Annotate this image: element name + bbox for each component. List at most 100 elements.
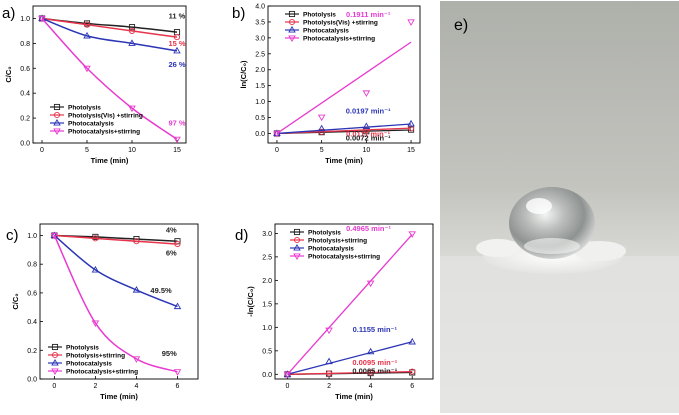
legend-label: Photolysis+stirring — [66, 352, 125, 359]
legend-label: Photolysis — [308, 229, 341, 236]
fit-line — [286, 233, 413, 375]
series-line — [53, 235, 178, 373]
y-tick-label: 1.0 — [20, 16, 30, 23]
y-tick-label: 0.8 — [27, 262, 37, 269]
series-line — [54, 234, 178, 245]
y-tick-label: 1.0 — [262, 325, 272, 332]
fit-line — [276, 123, 412, 135]
powder-pile-right — [574, 241, 626, 261]
data-point — [128, 24, 136, 31]
data-point — [83, 21, 91, 28]
panel-letter: b) — [232, 5, 245, 22]
x-tick-label: 10 — [362, 147, 370, 154]
annotation: 97 % — [168, 119, 185, 128]
y-tick-label: 4.0 — [255, 4, 265, 11]
legend-label: Photolysis(Vis) +stirring — [303, 19, 378, 26]
y-tick-label: 0.4 — [27, 319, 37, 326]
panel-d: d) 0 2 4 6 0.0 0.5 1.0 1.5 2.0 2.5 3.0 Time (min) -ln… — [235, 223, 434, 401]
y-tick-label: 1.0 — [255, 99, 265, 106]
x-tick-label: 4 — [134, 383, 138, 390]
data-point — [317, 114, 326, 122]
data-point — [366, 347, 375, 355]
series-line — [41, 17, 178, 52]
series-3 — [273, 19, 415, 138]
series-1 — [38, 15, 181, 41]
y-tick-label: 0.5 — [255, 115, 265, 122]
series-line — [41, 17, 178, 140]
y-tick-label: 0.0 — [27, 377, 37, 384]
x-tick-label: 0 — [40, 147, 44, 154]
y-axis-label: ln(C/C₀) — [239, 60, 248, 88]
data-point — [92, 235, 99, 242]
legend-marker — [293, 228, 301, 236]
data-point — [362, 90, 371, 97]
plot-frame — [32, 5, 187, 144]
data-point — [409, 368, 416, 375]
y-tick-label: 0.2 — [27, 348, 37, 355]
legend-marker — [288, 35, 296, 43]
legend-label: Photocatalysis — [308, 245, 354, 252]
annotation: 95% — [162, 349, 177, 358]
y-tick-label: 0.6 — [27, 290, 37, 297]
annotation: 11 % — [169, 11, 186, 20]
plot-frame — [267, 5, 421, 144]
panel-letter: c) — [6, 227, 19, 244]
data-point — [326, 370, 333, 377]
y-tick-label: 0.2 — [20, 116, 30, 123]
annotation: 0.0065 min⁻¹ — [352, 366, 397, 375]
annotation: 0.1911 min⁻¹ — [346, 10, 391, 19]
y-tick-label: 0.0 — [255, 131, 265, 138]
series-1 — [284, 368, 416, 378]
annotation: 0.4965 min⁻¹ — [346, 224, 391, 233]
legend-marker — [293, 243, 301, 251]
droplet-photo: e) — [440, 1, 679, 413]
panel-letter: d) — [235, 227, 248, 244]
annotation: 0.0095 min⁻¹ — [352, 358, 397, 367]
data-point — [362, 122, 371, 129]
y-tick-label: 3.5 — [255, 19, 265, 26]
data-point — [133, 238, 140, 245]
data-point — [128, 27, 136, 34]
data-point — [174, 241, 181, 248]
data-point — [173, 34, 181, 41]
annotation: 15 % — [168, 39, 185, 48]
annotation: 26 % — [168, 60, 185, 69]
y-tick-label: 2.5 — [255, 51, 265, 58]
x-tick-label: 4 — [369, 383, 373, 390]
x-tick-label: 10 — [128, 147, 136, 154]
series-3 — [283, 231, 416, 379]
legend-label: Photolysis+stirring — [308, 237, 367, 244]
series-line — [41, 17, 178, 38]
data-point — [407, 19, 415, 26]
legend-label: Photocatalysis+stirring — [66, 368, 138, 375]
photo-surface — [440, 256, 679, 413]
series-line — [53, 234, 178, 308]
legend-marker — [53, 118, 61, 126]
plot-frame — [274, 223, 434, 380]
data-point — [38, 15, 46, 23]
legend-label: Photocatalysis — [303, 27, 349, 34]
data-point — [173, 136, 181, 144]
panel-c: c) 0 2 4 6 0.0 0.2 0.4 0.6 0.8 1.0 Time (min) C/C₀ Ph… — [6, 223, 199, 401]
legend-marker — [293, 253, 301, 261]
y-axis-label: -ln(C/C₀) — [246, 286, 255, 317]
data-point — [83, 65, 91, 73]
x-tick-label: 2 — [327, 383, 331, 390]
legend-marker — [51, 351, 59, 359]
legend-label: Photocatalysis — [68, 120, 114, 127]
data-point — [91, 265, 100, 273]
data-point — [407, 119, 415, 127]
y-tick-label: 3.0 — [262, 231, 272, 238]
x-axis-label: Time (min) — [91, 156, 129, 165]
data-point — [132, 356, 141, 363]
data-point — [173, 302, 182, 310]
y-tick-label: 0.8 — [20, 41, 30, 48]
legend-label: Photocatalysis+stirring — [68, 128, 140, 135]
y-tick-label: 1.5 — [255, 83, 265, 90]
data-point — [50, 232, 59, 240]
series-0 — [38, 15, 181, 36]
data-point — [38, 14, 46, 22]
